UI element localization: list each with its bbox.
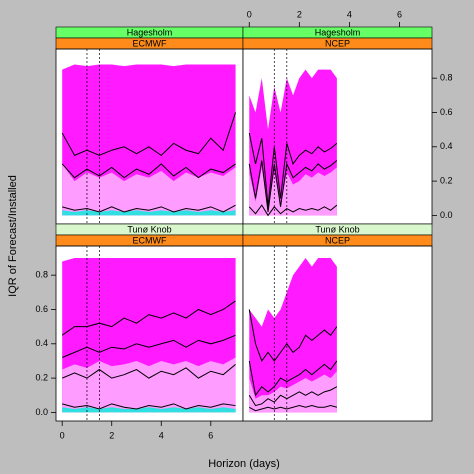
y-tick-label: 0.0 (35, 407, 48, 417)
y-tick-label: 0.8 (440, 73, 453, 83)
quantile-line (248, 132, 338, 207)
quantile-line (62, 363, 236, 379)
density-area (249, 167, 337, 216)
strip-label: NCEP (325, 38, 350, 48)
quantile-line (248, 309, 338, 363)
density-area (62, 407, 236, 413)
quantile-line (61, 112, 237, 157)
x-tick-label: 0 (60, 430, 65, 440)
quantile-line (62, 403, 236, 410)
y-tick-label: 0.4 (440, 141, 453, 151)
x-tick-label: 6 (208, 430, 213, 440)
strip-label: NCEP (325, 235, 350, 245)
density-area (62, 163, 236, 216)
y-tick-label: 0.2 (440, 175, 453, 185)
strip-label: Hagesholm (315, 27, 361, 37)
y-tick-label: 0.6 (440, 107, 453, 117)
quantile-line (61, 300, 236, 336)
x-axis-title: Horizon (days) (208, 458, 280, 470)
x-tick-label: 0 (247, 9, 252, 19)
strip-label: Tunø Knob (315, 224, 359, 234)
quantile-line (248, 386, 338, 407)
panel-frame (242, 245, 433, 422)
quantile-line (61, 163, 236, 179)
y-tick-label: 0.8 (35, 270, 48, 280)
x-tick-label: 2 (297, 9, 302, 19)
quantile-line (248, 204, 338, 217)
quantile-line (249, 405, 338, 412)
quantile-line (248, 360, 338, 397)
x-tick-label: 6 (397, 9, 402, 19)
strip-label: Hagesholm (127, 27, 173, 37)
y-tick-label: 0.0 (440, 210, 453, 220)
x-tick-label: 2 (109, 430, 114, 440)
y-axis-title: IQR of Forecast/Installed (7, 175, 19, 297)
y-tick-label: 0.4 (35, 338, 48, 348)
quantile-line (248, 160, 338, 213)
strip-label: Tunø Knob (127, 224, 171, 234)
density-area (62, 357, 236, 413)
strip-label: ECMWF (133, 235, 167, 245)
x-tick-label: 4 (159, 430, 164, 440)
x-tick-label: 4 (347, 9, 352, 19)
quantile-line (62, 204, 236, 213)
quantile-line (62, 334, 236, 358)
y-tick-label: 0.6 (35, 304, 48, 314)
density-area (62, 210, 236, 216)
density-area (249, 258, 337, 413)
y-tick-label: 0.2 (35, 372, 48, 382)
strip-label: ECMWF (133, 38, 167, 48)
density-area (249, 371, 337, 413)
